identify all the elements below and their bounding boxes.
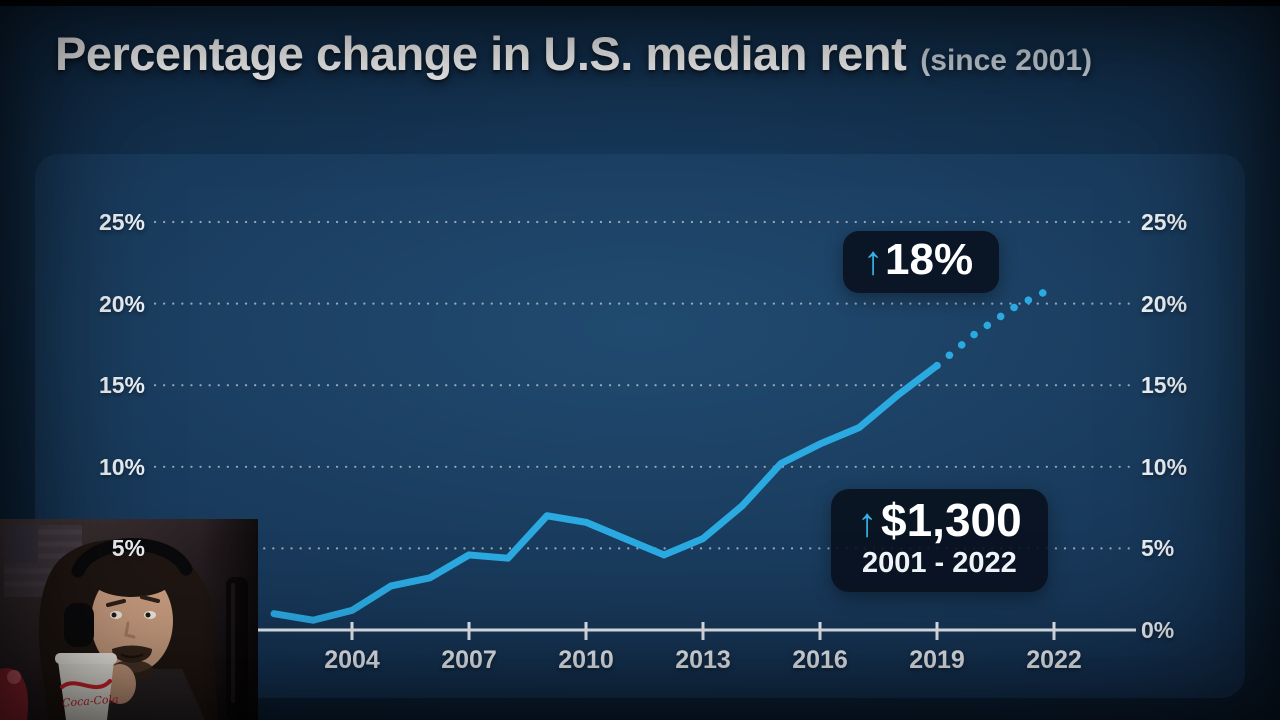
chart-title-suffix: (since 2001)	[920, 44, 1093, 77]
headphones-icon	[64, 538, 193, 647]
webcam-edge-shade	[200, 519, 258, 720]
percent-change-badge: ↑18%	[843, 231, 1000, 293]
rent-increase-badge: ↑$1,300 2001 - 2022	[831, 489, 1048, 592]
up-arrow-icon: ↑	[857, 501, 877, 545]
chart-title-row: Percentage change in U.S. median rent (si…	[55, 26, 1092, 81]
chart-title: Percentage change in U.S. median rent	[55, 27, 907, 80]
rent-increase-value-row: ↑$1,300	[857, 494, 1022, 547]
rent-line-dotted	[933, 283, 1058, 370]
letterbox-edge	[0, 0, 1280, 6]
webcam-overlay: Coca-Cola	[0, 519, 258, 720]
rent-line-solid	[270, 362, 941, 624]
rent-increase-range: 2001 - 2022	[861, 546, 1017, 579]
webcam-video: Coca-Cola	[0, 519, 258, 720]
up-arrow-icon: ↑	[863, 239, 883, 283]
rent-increase-value: $1,300	[881, 494, 1022, 546]
figurine	[0, 668, 29, 720]
coca-cola-logo-text: Coca-Cola	[62, 693, 119, 710]
percent-change-value: 18%	[885, 235, 974, 284]
coca-cola-cup: Coca-Cola	[55, 653, 119, 720]
